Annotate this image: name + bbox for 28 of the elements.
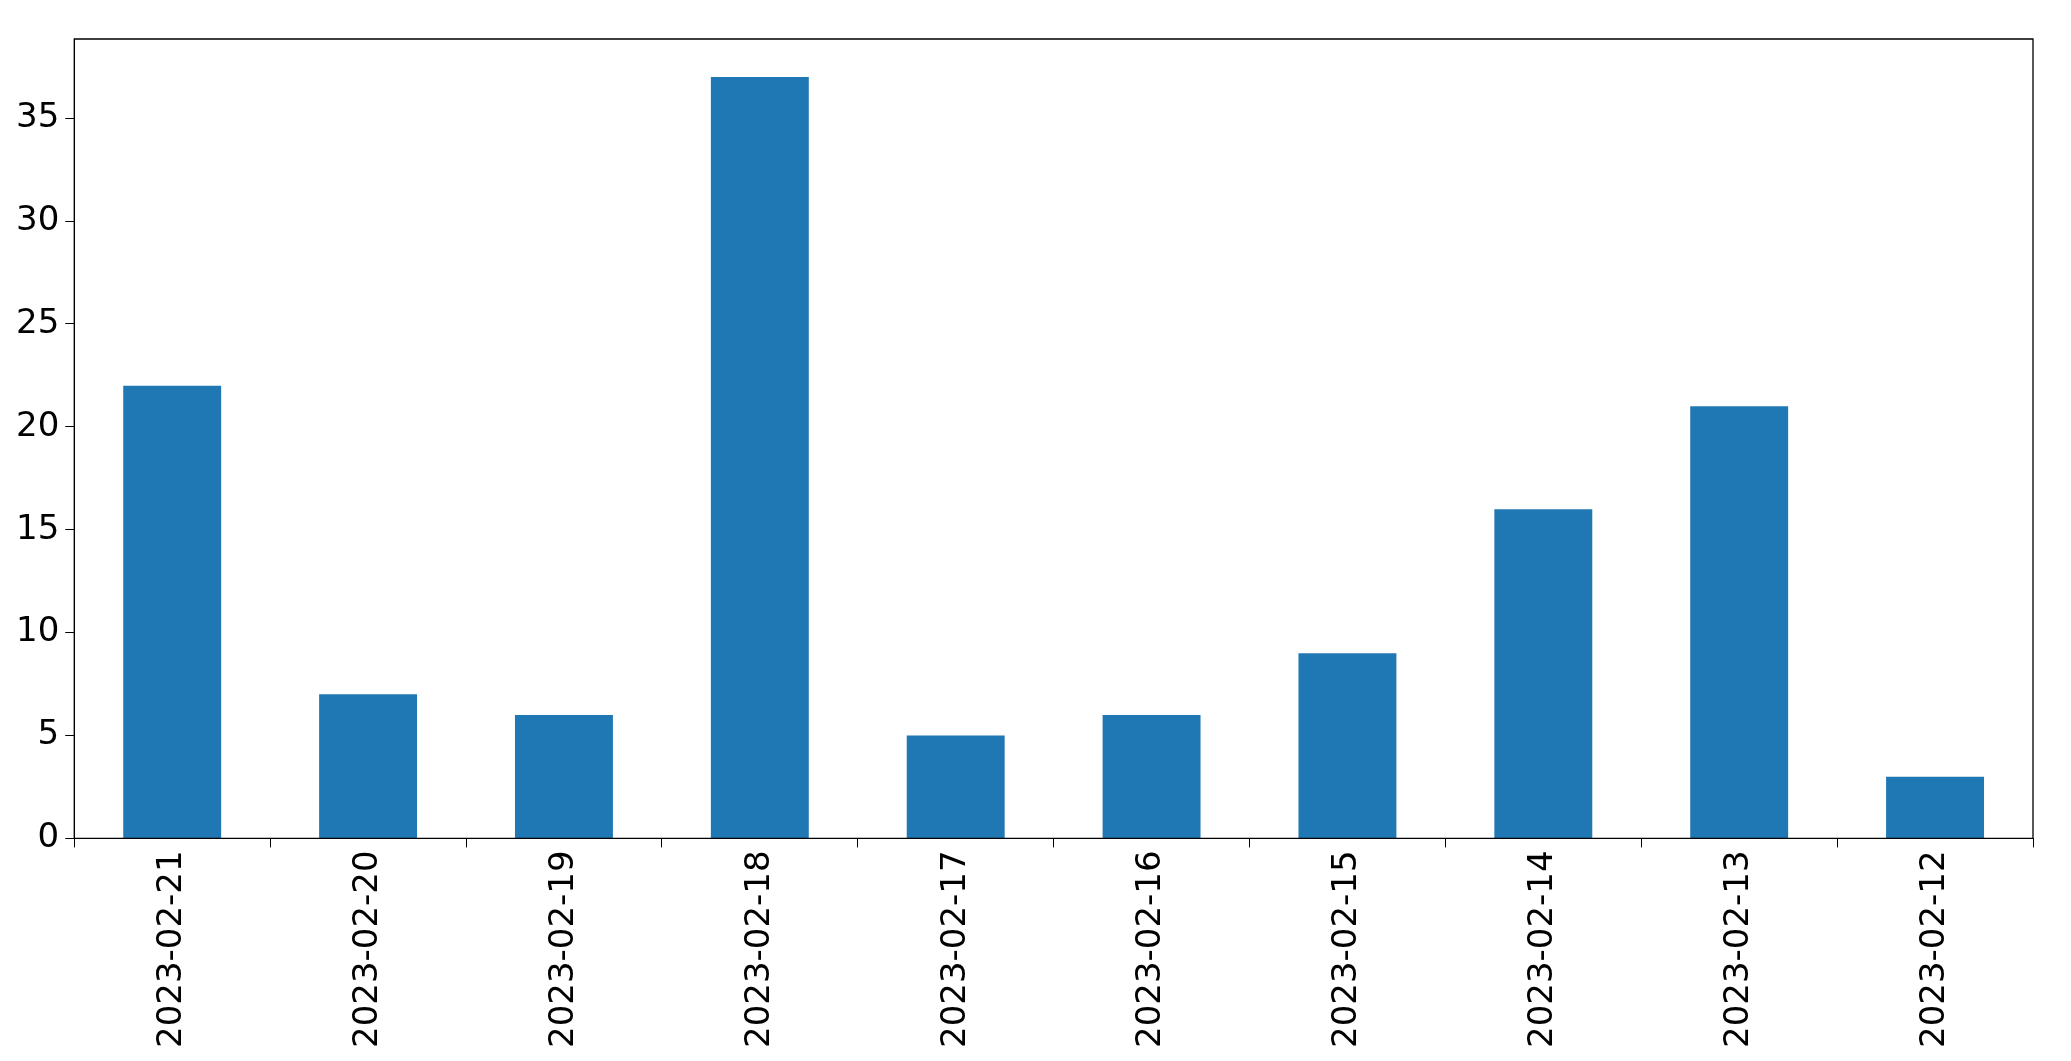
x-tick-label: 2023-02-19	[540, 850, 581, 1048]
y-tick-label: 35	[16, 95, 60, 136]
x-tick-label: 2023-02-18	[736, 850, 777, 1048]
x-tick-label: 2023-02-12	[1911, 850, 1952, 1048]
bar	[906, 735, 1005, 838]
bar	[710, 77, 809, 838]
y-tick-label: 5	[37, 712, 60, 753]
x-tick-label: 2023-02-15	[1324, 850, 1365, 1048]
bar	[1298, 653, 1397, 838]
x-tick-label: 2023-02-17	[932, 850, 973, 1048]
bar	[1102, 714, 1201, 838]
bar	[1886, 776, 1985, 838]
x-tick-label: 2023-02-21	[149, 850, 190, 1048]
x-tick-label: 2023-02-16	[1128, 850, 1169, 1048]
x-tick-label: 2023-02-14	[1520, 850, 1561, 1048]
x-tick-label: 2023-02-13	[1716, 850, 1757, 1048]
y-tick-label: 25	[16, 300, 60, 341]
y-tick-label: 30	[16, 197, 60, 238]
y-tick-label: 10	[16, 609, 60, 650]
bar	[123, 385, 222, 838]
y-tick-label: 15	[16, 506, 60, 547]
y-tick-label: 0	[37, 815, 60, 856]
y-tick-label: 20	[16, 403, 60, 444]
x-tick-label: 2023-02-20	[344, 850, 385, 1048]
bar	[1690, 406, 1789, 838]
bar	[514, 714, 613, 838]
bar	[319, 694, 418, 838]
bar	[1494, 509, 1593, 838]
